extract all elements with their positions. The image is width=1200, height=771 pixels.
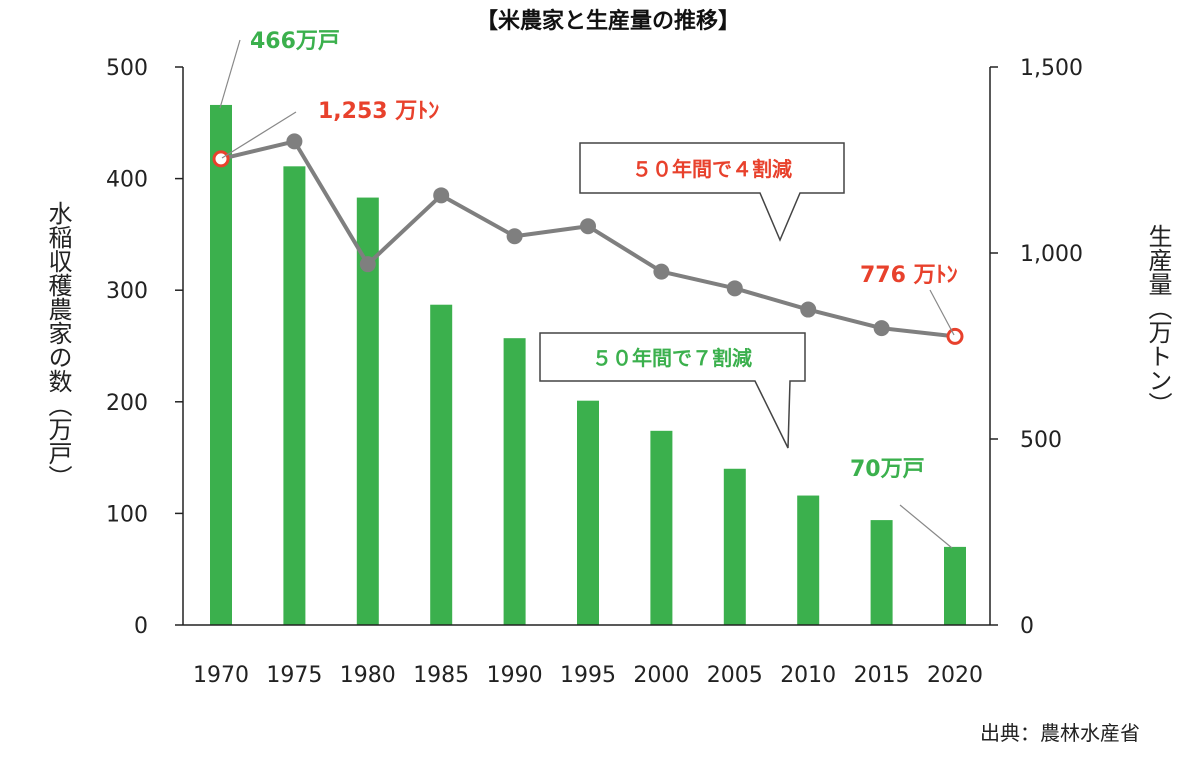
y-left-tick-label: 200 xyxy=(106,391,148,416)
bar-end-label: 70万戸 xyxy=(850,457,925,482)
callout-bar-text: ５０年間で７割減 xyxy=(592,346,752,370)
bar xyxy=(723,468,746,625)
bar xyxy=(356,197,379,625)
x-tick-label: 2010 xyxy=(780,663,836,688)
line-end-label: 776 万ﾄﾝ xyxy=(860,263,958,288)
line-point-highlight xyxy=(212,150,230,168)
line-point xyxy=(873,320,890,337)
x-axis-ticks: 1970 1975 1980 1985 1990 1995 2000 2005 2010 2015… xyxy=(183,624,990,688)
bar xyxy=(503,338,526,625)
chart-title: 【米農家と生産量の推移】 xyxy=(476,8,740,34)
x-tick-label: 2005 xyxy=(707,663,763,688)
bar xyxy=(650,430,673,625)
bar-start-leader xyxy=(219,39,241,109)
bar xyxy=(210,104,232,626)
x-tick-label: 1975 xyxy=(266,663,322,688)
line-point xyxy=(800,301,817,318)
callout-line-text: ５０年間で４割減 xyxy=(632,157,792,181)
line-point xyxy=(653,263,670,280)
bar xyxy=(870,520,893,625)
y-left-tick-label: 400 xyxy=(106,168,148,193)
bar xyxy=(283,166,306,625)
x-tick-label: 1990 xyxy=(487,663,543,688)
line-start-label: 1,253 万ﾄﾝ xyxy=(318,99,439,124)
bar xyxy=(430,304,453,625)
right-axis: 0 500 1,000 1,500 xyxy=(989,56,1083,639)
left-axis: 0 100 200 300 400 500 xyxy=(106,56,184,639)
y-right-tick-label: 1,000 xyxy=(1020,242,1083,267)
y-left-tick-label: 500 xyxy=(106,56,148,81)
y-left-tick-label: 300 xyxy=(106,279,148,304)
bar xyxy=(944,546,966,625)
line-point xyxy=(433,187,450,204)
bar xyxy=(797,495,820,625)
y-left-tick-label: 100 xyxy=(106,502,148,527)
line-end-leader xyxy=(929,289,955,336)
bar xyxy=(577,400,599,625)
y-left-tick-label: 0 xyxy=(134,614,148,639)
line-point xyxy=(286,133,303,150)
y-right-label: 生産量（万トン） xyxy=(1144,224,1172,416)
line-point xyxy=(726,280,743,297)
line-point xyxy=(506,228,523,245)
x-tick-label: 2015 xyxy=(854,663,910,688)
callout-bar-box xyxy=(539,332,806,449)
x-tick-label: 1980 xyxy=(340,663,396,688)
x-tick-label: 1985 xyxy=(413,663,469,688)
x-tick-label: 1970 xyxy=(193,663,249,688)
y-left-label: 水稲収穫農家の数（万戸） xyxy=(44,201,72,489)
line-point-highlight xyxy=(946,327,964,345)
x-tick-label: 1995 xyxy=(560,663,616,688)
source-note: 出典：農林水産省 xyxy=(980,721,1140,745)
bar-end-leader xyxy=(899,504,953,549)
line-point xyxy=(580,218,596,235)
bar-series xyxy=(210,104,966,626)
line-start-leader xyxy=(221,111,297,159)
x-tick-label: 2000 xyxy=(633,663,689,688)
y-right-tick-label: 1,500 xyxy=(1020,56,1083,81)
line-series xyxy=(212,133,964,345)
bar-start-label: 466万戸 xyxy=(250,29,340,54)
y-right-tick-label: 0 xyxy=(1020,614,1034,639)
callout-line-box xyxy=(579,142,845,242)
y-right-tick-label: 500 xyxy=(1020,428,1062,453)
line-point xyxy=(359,256,376,273)
x-tick-label: 2020 xyxy=(927,663,983,688)
